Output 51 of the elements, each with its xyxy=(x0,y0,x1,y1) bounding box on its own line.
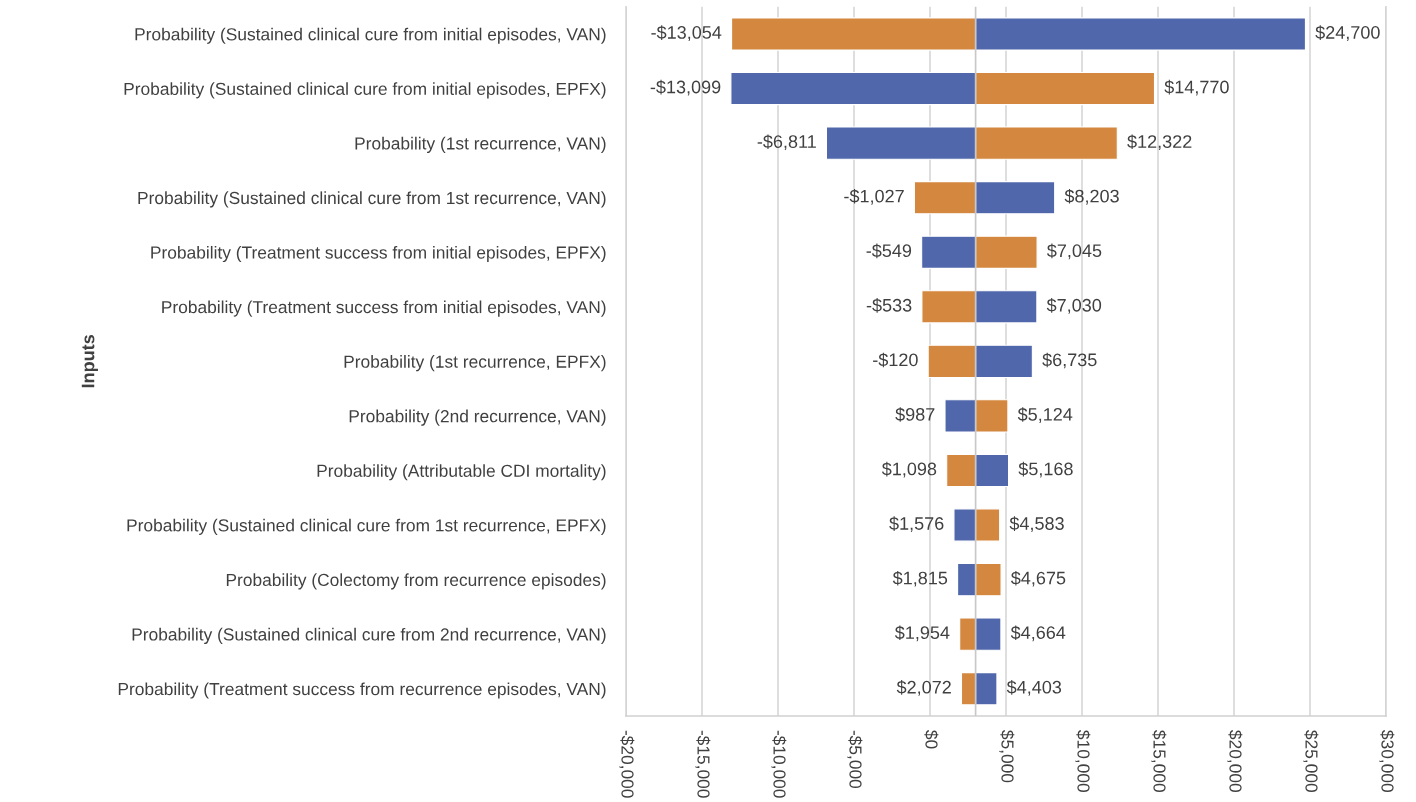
y-tick-label: Probability (Sustained clinical cure from 1st recurrence, EPFX) xyxy=(127,518,606,535)
data-label: $7,030 xyxy=(1046,298,1102,314)
data-label: $4,403 xyxy=(1006,680,1062,696)
data-label: $4,664 xyxy=(1010,625,1066,642)
y-tick-label: Probability (Treatment success from initial episodes, EPFX) xyxy=(151,245,606,263)
y-tick-label: Probability (1st recurrence, VAN) xyxy=(355,136,606,153)
y-axis-title: Inputs xyxy=(81,335,98,388)
y-tick-label: Probability (Sustained clinical cure from 1st recurrence, VAN) xyxy=(138,191,606,208)
data-label: $5,168 xyxy=(1018,461,1073,478)
data-label: -$6,811 xyxy=(757,134,816,151)
x-tick-label: $25,000 xyxy=(1303,730,1319,792)
data-label: -$533 xyxy=(866,298,912,313)
data-label: $24,700 xyxy=(1315,25,1380,41)
y-tick-label: Probability (Sustained clinical cure from initial episodes, EPFX) xyxy=(124,82,606,99)
data-label: $2,072 xyxy=(896,680,951,696)
data-label: $4,675 xyxy=(1010,570,1066,587)
x-tick-label: $15,000 xyxy=(1151,730,1167,792)
data-label: -$13,099 xyxy=(650,79,721,96)
x-tick-label: -$20,000 xyxy=(619,730,635,798)
x-tick-label: $5,000 xyxy=(999,730,1015,783)
data-label: $7,045 xyxy=(1047,243,1102,260)
y-tick-label: Probability (Treatment success from recurrence episodes, VAN) xyxy=(118,682,606,699)
x-tick-label: $0 xyxy=(924,730,939,749)
x-tick-label: $10,000 xyxy=(1075,730,1091,792)
x-tick-label: -$5,000 xyxy=(847,730,863,789)
data-label: -$13,054 xyxy=(651,25,722,41)
y-tick-label: Probability (Colectomy from recurrence episodes) xyxy=(226,573,606,590)
data-label: $6,735 xyxy=(1042,352,1097,369)
data-label: $1,098 xyxy=(881,461,937,478)
x-tick-label: $30,000 xyxy=(1379,730,1395,792)
data-label: $8,203 xyxy=(1064,188,1119,205)
y-tick-label: Probability (2nd recurrence, VAN) xyxy=(349,409,606,426)
data-label: $12,322 xyxy=(1127,134,1192,151)
data-label: $1,576 xyxy=(889,516,944,533)
data-label: $1,954 xyxy=(894,625,950,642)
data-label: $14,770 xyxy=(1164,79,1229,96)
data-label: -$1,027 xyxy=(844,188,904,205)
y-tick-label: Probability (Treatment success from initial episodes, VAN) xyxy=(162,300,606,317)
x-tick-label: -$15,000 xyxy=(695,730,711,798)
data-label: -$549 xyxy=(866,243,912,259)
data-label: $1,815 xyxy=(892,570,948,587)
y-tick-label: Probability (Sustained clinical cure from initial episodes, VAN) xyxy=(135,27,606,44)
x-tick-label: -$10,000 xyxy=(771,730,787,798)
data-label: $4,583 xyxy=(1009,516,1064,533)
x-tick-label: $20,000 xyxy=(1227,730,1243,792)
y-tick-label: Probability (1st recurrence, EPFX) xyxy=(344,355,606,372)
y-tick-label: Probability (Sustained clinical cure from 2nd recurrence, VAN) xyxy=(132,627,606,645)
data-label: $987 xyxy=(895,407,935,422)
y-tick-label: Probability (Attributable CDI mortality) xyxy=(317,464,606,481)
data-label: -$120 xyxy=(873,352,918,368)
data-label: $5,124 xyxy=(1017,407,1073,423)
